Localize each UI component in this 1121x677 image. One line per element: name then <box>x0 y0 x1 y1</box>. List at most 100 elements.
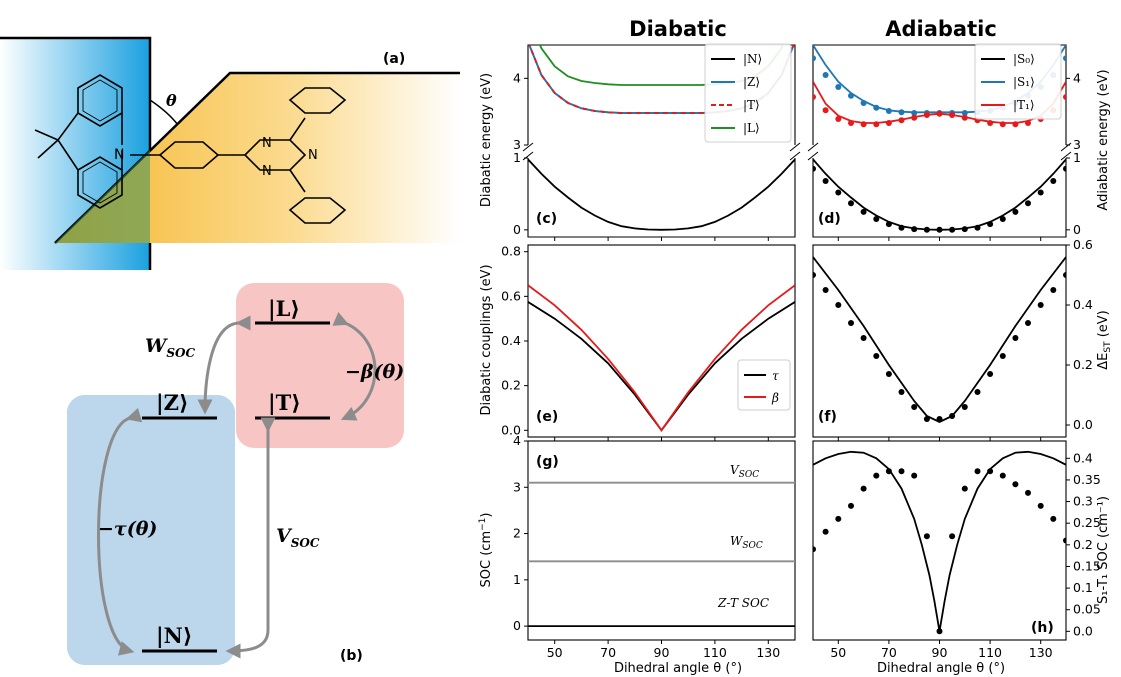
c-bottom-ytick-label: 0 <box>513 222 521 237</box>
h-series-point <box>999 472 1006 479</box>
f-ytick-label: 0.4 <box>1073 297 1093 312</box>
g-xtick-label: 70 <box>600 645 616 660</box>
d-series-point <box>813 55 816 62</box>
d-series-point <box>822 178 829 184</box>
f-series-line <box>813 256 1066 423</box>
d-series-point <box>1063 55 1066 62</box>
d-top-ytick-label: 3 <box>1073 137 1081 152</box>
f-frame <box>812 244 1067 438</box>
c-ylabel: Diabatic energy (eV) <box>479 73 494 207</box>
label-e: (e) <box>536 409 558 425</box>
g-xtick-label: 90 <box>654 645 670 660</box>
e-legend-label: β <box>771 391 779 405</box>
h-ytick-label: 0.1 <box>1073 580 1093 595</box>
f-series-point <box>898 389 905 395</box>
d-series-point <box>822 107 829 114</box>
plot-grid: 3 4 0 1 |N⟩ |Z⟩ |T⟩ |L⟩ 3 4 0 1 |S₀⟩ |S₁⟩ |T₁⟩ 0.0 0.2 0.… <box>501 43 1101 660</box>
h-series-point <box>911 472 918 479</box>
e-legend-label: τ <box>772 369 779 383</box>
f-series-point <box>835 302 842 308</box>
d-axis-break <box>1060 142 1072 152</box>
f-series-point <box>999 353 1006 359</box>
label-d: (d) <box>818 211 841 227</box>
h-ytick-label: 0.3 <box>1073 494 1093 509</box>
acceptor-plane-fill <box>55 73 460 243</box>
h-series-point <box>923 533 930 540</box>
h-series-point <box>835 515 842 522</box>
h-xtick-label: 130 <box>1029 645 1053 660</box>
axis-titles: Diabatic energy (eV) Adiabatic energy (e… <box>478 69 1113 676</box>
c-axis-break <box>522 142 534 152</box>
svg-text:N: N <box>262 164 272 179</box>
d-series-point <box>860 208 867 215</box>
g-ytick-label: 2 <box>513 526 521 541</box>
soc-zt-label: Z-T SOC <box>717 596 769 610</box>
c-legend <box>704 43 792 143</box>
f-series-point <box>813 272 816 278</box>
h-xtick-label: 110 <box>978 645 1002 660</box>
title-adiabatic: Adiabatic <box>885 17 997 41</box>
d-series-point <box>848 200 854 207</box>
c-axis-break <box>522 151 534 161</box>
h-ytick-label: 0.0 <box>1073 623 1093 638</box>
f-series-point <box>961 404 968 410</box>
d-legend-label: |S₁⟩ <box>1013 75 1035 89</box>
svg-text:N: N <box>262 136 272 151</box>
h-series-point <box>822 528 829 535</box>
d-series-point <box>1037 189 1044 196</box>
c-legend-label: |L⟩ <box>743 121 760 135</box>
d-series-point <box>835 84 842 90</box>
ket-T: |T⟩ <box>268 390 301 415</box>
d-legend-label: |S₀⟩ <box>1013 52 1035 66</box>
c-legend-label: |T⟩ <box>743 98 760 112</box>
h-ytick-label: 0.2 <box>1073 537 1093 552</box>
label-b: (b) <box>340 648 363 664</box>
h-series-point <box>1037 502 1044 509</box>
soc-v-label: VSOC <box>730 463 759 480</box>
ket-L: |L⟩ <box>268 296 300 321</box>
h-series-point <box>860 485 867 492</box>
f-ytick-label: 0.6 <box>1073 237 1093 252</box>
d-series-point <box>1050 178 1057 184</box>
f-series-point <box>860 335 867 341</box>
label-h: (h) <box>1031 620 1054 636</box>
g-ytick-label: 0 <box>513 618 521 633</box>
f-ytick-label: 0.2 <box>1073 357 1093 372</box>
e-ytick-label: 0.4 <box>501 333 521 348</box>
h-series-point <box>1050 515 1057 522</box>
h-series-point <box>848 502 854 509</box>
h-ytick-label: 0.35 <box>1073 472 1101 487</box>
d-bottom-ytick-label: 0 <box>1073 222 1081 237</box>
h-series-point <box>1025 489 1031 496</box>
f-series-point <box>885 371 892 377</box>
d-series-line <box>813 158 1066 231</box>
d-series-point <box>813 165 816 172</box>
d-legend-label: |T₁⟩ <box>1013 98 1035 112</box>
h-series-point <box>974 468 981 475</box>
w-soc-arrow <box>197 315 251 415</box>
g-ytick-label: 4 <box>513 433 521 448</box>
d-top-ytick-label: 4 <box>1073 70 1081 85</box>
c-top-ytick-label: 4 <box>513 70 521 85</box>
g-xtick-label: 130 <box>756 645 780 660</box>
h-xtick-label: 90 <box>932 645 948 660</box>
h-xtick-label: 70 <box>881 645 897 660</box>
f-series-point <box>1050 287 1057 293</box>
d-series-point <box>822 72 829 78</box>
h-ytick-label: 0.05 <box>1073 602 1101 617</box>
h-xtick-label: 50 <box>830 645 846 660</box>
h-ytick-label: 0.25 <box>1073 515 1101 530</box>
label-g: (g) <box>536 454 559 470</box>
h-ytick-label: 0.15 <box>1073 558 1101 573</box>
h-xlabel: Dihedral angle θ (°) <box>877 661 1005 676</box>
d-axis-break <box>1060 151 1072 161</box>
f-series-point <box>974 389 981 395</box>
ket-Z: |Z⟩ <box>156 390 189 415</box>
c-legend-label: |N⟩ <box>743 52 762 66</box>
state-scheme: |L⟩ |T⟩ |Z⟩ |N⟩ WSOC −β(θ) −τ(θ) VSOC (b… <box>67 283 404 665</box>
acridine-rings <box>34 74 123 209</box>
label-c: (c) <box>536 211 557 227</box>
c-axis-break <box>789 142 801 152</box>
d-bottom-ytick-label: 1 <box>1073 150 1081 165</box>
e-ytick-label: 0.6 <box>501 288 521 303</box>
